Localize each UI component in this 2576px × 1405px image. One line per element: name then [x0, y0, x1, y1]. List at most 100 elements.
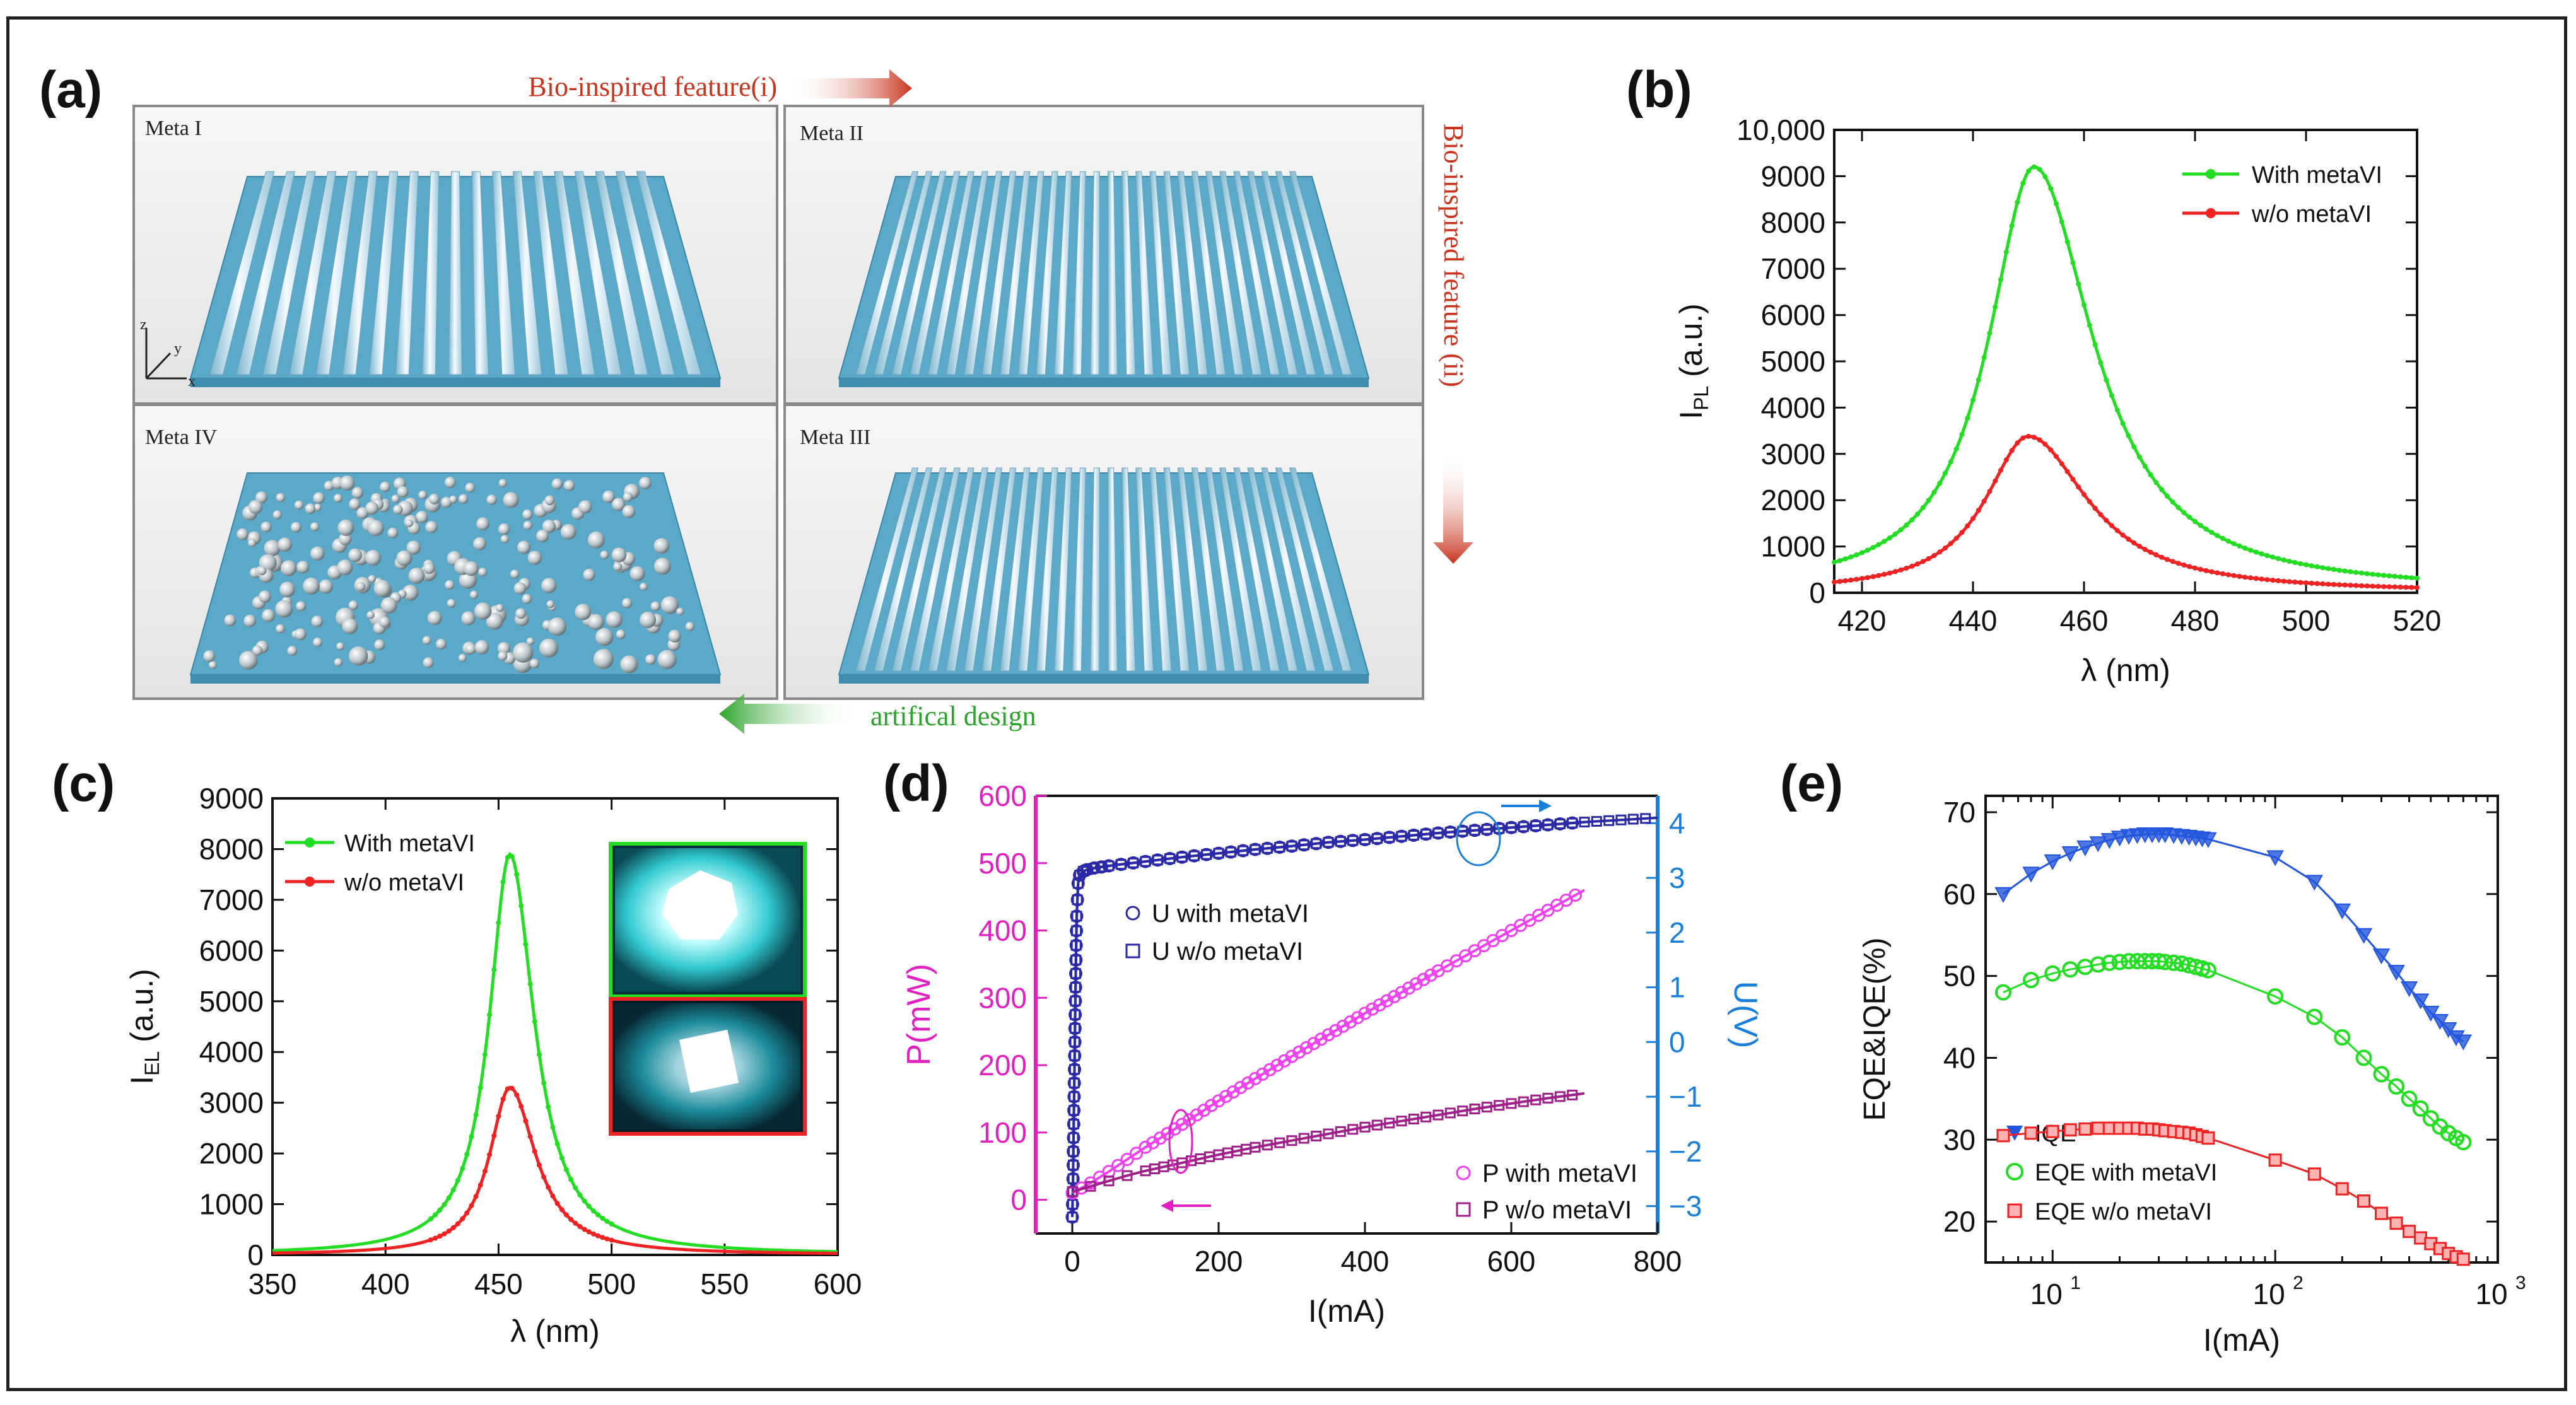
data-point	[2090, 956, 2107, 973]
y-label-sub: PL	[1690, 386, 1712, 411]
data-point	[2100, 833, 2118, 849]
meta-ii-ridge	[1219, 171, 1262, 375]
meta-ii-ridge	[1163, 171, 1190, 375]
y-left-tick-label: 600	[978, 779, 1027, 812]
data-point	[1103, 860, 1115, 872]
y-tick-label: 5000	[1761, 345, 1825, 378]
data-point	[2320, 581, 2326, 586]
data-point	[2153, 480, 2159, 486]
data-point	[2114, 528, 2120, 533]
meta-ii-ridge	[981, 171, 1017, 375]
arrow-top-label: Bio-inspired feature(i)	[528, 71, 777, 102]
meta-iv-bead	[342, 618, 358, 634]
data-point	[1344, 1015, 1357, 1029]
data-point	[577, 1224, 583, 1229]
data-point	[2031, 164, 2037, 170]
y-tick-label: 1000	[199, 1188, 264, 1221]
data-point	[446, 1195, 452, 1201]
y-tick-label: 9000	[199, 782, 264, 815]
legend-marker	[1125, 906, 1140, 921]
meta-iv-bead	[391, 494, 400, 503]
meta-iv-bead	[660, 596, 679, 614]
data-point	[2331, 581, 2336, 587]
data-point	[1920, 504, 1926, 510]
y-label-unit: (a.u.)	[124, 969, 160, 1051]
annotation-ellipse-right	[1456, 811, 1501, 866]
data-point	[2364, 571, 2370, 576]
data-point	[1359, 834, 1371, 845]
data-point	[2364, 583, 2370, 589]
meta-iii-ridge	[1275, 467, 1334, 672]
data-point	[428, 1237, 433, 1243]
data-point	[2076, 840, 2094, 856]
data-point	[2348, 583, 2353, 588]
x-tick-exponent: 2	[2293, 1273, 2304, 1293]
data-point	[2062, 961, 2079, 978]
meta-iv-bead	[324, 481, 334, 491]
meta-iv-bead	[276, 493, 286, 503]
data-point	[1263, 1063, 1277, 1076]
meta-iv-bead	[255, 491, 268, 504]
data-point	[2389, 1216, 2403, 1230]
data-point	[1384, 832, 1395, 843]
series-line-iqe	[2003, 833, 2464, 1042]
data-point	[464, 1151, 470, 1157]
data-point	[2276, 578, 2281, 583]
y-tick-label: 6000	[199, 934, 264, 967]
panel-label-b: (b)	[1626, 61, 1692, 119]
meta-iv-bead	[334, 658, 343, 667]
data-point	[1350, 1011, 1364, 1025]
data-point	[464, 1210, 470, 1216]
data-point	[1837, 558, 1842, 563]
meta-iv-bead	[465, 482, 476, 493]
data-point	[2203, 568, 2209, 573]
data-point	[2400, 981, 2418, 998]
data-point	[473, 1194, 479, 1199]
data-point	[2076, 484, 2081, 490]
meta-iv-bead	[368, 520, 384, 537]
meta-plates	[189, 171, 1370, 684]
y-left-axis-label: P(mW)	[901, 964, 937, 1066]
meta-ii-ridge	[910, 171, 961, 375]
meta-iv-bead	[366, 610, 375, 619]
data-point	[1832, 580, 1837, 585]
meta-iv-bead	[356, 507, 369, 519]
data-point	[541, 1080, 547, 1086]
data-point	[2181, 510, 2187, 515]
meta-iv-bead	[546, 600, 554, 609]
data-point	[1396, 1116, 1407, 1127]
data-point	[1070, 995, 1081, 1006]
data-point	[1976, 377, 1981, 383]
series-line-with-metavi	[272, 851, 838, 1254]
x-tick-label: 460	[2060, 604, 2109, 637]
data-point	[1068, 1105, 1080, 1116]
meta-iv-bead	[469, 590, 478, 599]
data-point	[1292, 1045, 1306, 1059]
data-point	[523, 1118, 529, 1124]
meta-iv-bead	[657, 650, 677, 669]
data-point	[2237, 574, 2242, 579]
meta-iv-bead	[334, 494, 342, 503]
x-tick-exponent: 3	[2515, 1273, 2526, 1293]
meta-i-ridge	[471, 171, 489, 375]
data-point	[554, 1141, 560, 1146]
y-right-tick-label: 2	[1669, 916, 1685, 949]
data-point	[2412, 1100, 2429, 1117]
meta-ii-ridge	[963, 171, 1003, 375]
legend-label: U w/o metaVI	[1152, 938, 1303, 965]
meta-iii-ridge	[963, 467, 1003, 672]
data-point	[1140, 856, 1151, 867]
meta-ii-ridge	[1108, 171, 1118, 375]
meta-iii-ridge	[981, 467, 1017, 672]
meta-iv-bead	[408, 568, 425, 584]
data-point	[477, 1085, 483, 1090]
meta-iv-bead	[547, 617, 567, 636]
x-tick-label: 450	[474, 1268, 523, 1300]
data-point	[500, 879, 506, 885]
data-point	[2298, 580, 2304, 585]
meta-iv-bead	[296, 601, 306, 612]
legend-marker	[1456, 1202, 1471, 1217]
data-point	[2070, 477, 2076, 482]
meta-ii-ridge	[1261, 171, 1316, 375]
